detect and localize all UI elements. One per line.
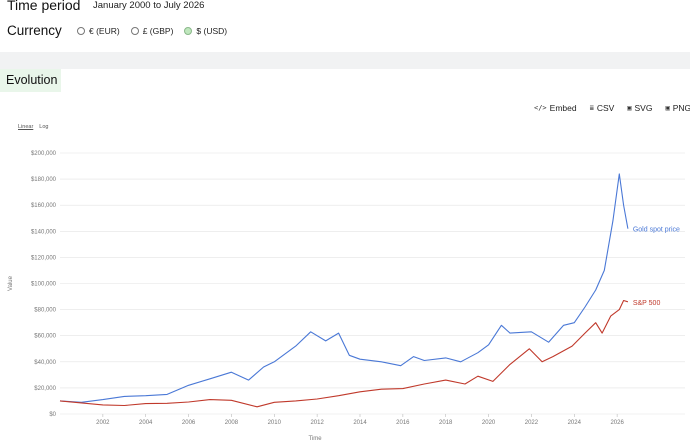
currency-gbp-label: £ (GBP) xyxy=(142,26,174,36)
series-label: Gold spot price xyxy=(633,227,680,234)
csv-button[interactable]: ≣ CSV xyxy=(590,103,615,113)
csv-label: CSV xyxy=(596,103,615,113)
radio-eur[interactable] xyxy=(77,27,85,35)
evolution-chart: $0 $20,000 $40,000 $60,000 $80,000 $100,000 $1… xyxy=(8,151,685,442)
evolution-tab[interactable]: Evolution xyxy=(0,69,61,92)
x-tick-label: 2014 xyxy=(353,420,367,426)
embed-button[interactable]: </> Embed xyxy=(534,103,577,113)
x-tick-label: 2016 xyxy=(396,420,410,426)
code-icon: </> xyxy=(534,104,547,112)
y-axis-label: Value xyxy=(8,275,14,291)
x-tick-label: 2012 xyxy=(310,420,324,426)
x-tick-label: 2008 xyxy=(225,420,239,426)
currency-options: € (EUR) £ (GBP) $ (USD) xyxy=(77,26,227,36)
time-period-value[interactable]: January 2000 to July 2026 xyxy=(93,0,205,11)
currency-label: Currency xyxy=(7,23,62,38)
series-line xyxy=(59,173,629,403)
embed-label: Embed xyxy=(549,103,577,113)
currency-eur-label: € (EUR) xyxy=(89,26,120,36)
y-tick-label: $160,000 xyxy=(31,203,57,209)
divider-band xyxy=(0,52,690,69)
currency-usd-option[interactable]: $ (USD) xyxy=(184,26,227,36)
y-tick-label: $100,000 xyxy=(31,282,57,288)
radio-gbp[interactable] xyxy=(130,27,139,35)
log-scale-button[interactable]: Log xyxy=(39,124,49,130)
currency-gbp-option[interactable]: £ (GBP) xyxy=(130,26,174,36)
image-icon: ▣ xyxy=(665,104,670,112)
x-tick-label: 2002 xyxy=(96,420,110,426)
y-tick-label: $0 xyxy=(49,412,56,418)
y-tick-label: $60,000 xyxy=(34,334,56,340)
scale-toggle: Linear Log xyxy=(18,124,48,130)
linear-scale-button[interactable]: Linear xyxy=(18,124,34,130)
series-line xyxy=(59,299,629,408)
y-tick-label: $20,000 xyxy=(34,386,56,392)
x-tick-label: 2006 xyxy=(182,420,196,426)
series-label: S&P 500 xyxy=(633,300,661,307)
png-label: PNG xyxy=(672,103,690,113)
y-tick-label: $180,000 xyxy=(31,177,57,183)
x-tick-label: 2026 xyxy=(610,420,624,426)
currency-eur-option[interactable]: € (EUR) xyxy=(77,26,120,36)
x-tick-label: 2018 xyxy=(439,420,453,426)
x-tick-label: 2022 xyxy=(525,420,539,426)
y-tick-label: $40,000 xyxy=(34,360,56,366)
png-button[interactable]: ▣ PNG xyxy=(665,103,690,113)
x-axis-label: Time xyxy=(308,436,322,442)
y-tick-label: $200,000 xyxy=(31,151,57,157)
svg-label: SVG xyxy=(634,103,653,113)
radio-usd[interactable] xyxy=(184,27,193,35)
time-period-label: Time period xyxy=(7,0,81,13)
image-icon: ▣ xyxy=(627,104,632,112)
evolution-tab-label: Evolution xyxy=(6,73,58,87)
y-tick-label: $140,000 xyxy=(31,229,57,235)
svg-button[interactable]: ▣ SVG xyxy=(627,103,652,113)
export-toolbar: </> Embed ≣ CSV ▣ SVG ▣ PNG xyxy=(534,103,690,113)
y-tick-label: $80,000 xyxy=(34,308,56,314)
x-tick-label: 2010 xyxy=(268,420,282,426)
y-tick-label: $120,000 xyxy=(31,255,57,261)
x-tick-label: 2004 xyxy=(139,420,153,426)
currency-usd-label: $ (USD) xyxy=(196,26,228,36)
x-tick-label: 2024 xyxy=(568,420,582,426)
x-tick-label: 2020 xyxy=(482,420,496,426)
database-icon: ≣ xyxy=(589,104,594,112)
